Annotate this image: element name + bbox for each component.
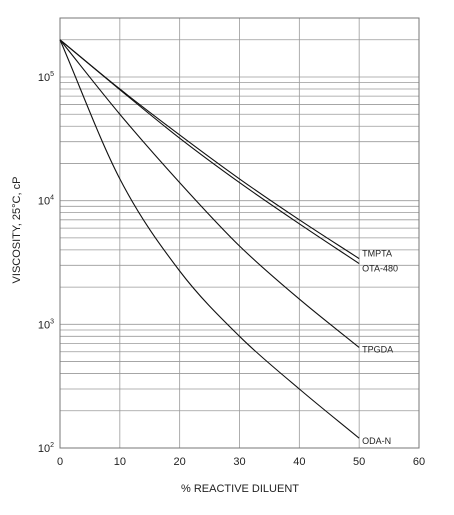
series-labels: TMPTA OTA-480 TPGDA ODA-N: [362, 249, 398, 447]
series-line-oda-n: [59, 39, 360, 439]
x-axis-label: % REACTIVE DILUENT: [181, 483, 299, 495]
x-tick-label: 30: [233, 456, 245, 468]
series-line-tpgda: [59, 39, 360, 348]
y-tick-label: 105: [38, 71, 54, 84]
series-label-oda-n: ODA-N: [362, 436, 391, 446]
x-tick-label: 20: [174, 456, 186, 468]
grid: [59, 17, 420, 449]
tick-labels: 0 10 20 30 40 50 60 102 103 104 105: [38, 71, 425, 468]
series-label-tmpta: TMPTA: [362, 249, 392, 259]
series-label-ota-480: OTA-480: [362, 264, 398, 274]
x-tick-label: 40: [293, 456, 305, 468]
y-tick-label: 103: [38, 318, 54, 331]
y-tick-label: 102: [38, 442, 54, 455]
series-line-tmpta: [59, 39, 360, 260]
series-lines: [59, 39, 360, 439]
x-tick-label: 10: [114, 456, 126, 468]
x-tick-label: 0: [57, 456, 63, 468]
y-tick-label: 104: [38, 195, 54, 208]
y-axis-label: VISCOSITY, 25°C, cP: [11, 177, 23, 284]
series-label-tpgda: TPGDA: [362, 344, 393, 354]
x-tick-label: 60: [413, 456, 425, 468]
plot-frame: [59, 17, 420, 449]
x-tick-label: 50: [353, 456, 365, 468]
series-line-ota-480: [59, 39, 360, 265]
